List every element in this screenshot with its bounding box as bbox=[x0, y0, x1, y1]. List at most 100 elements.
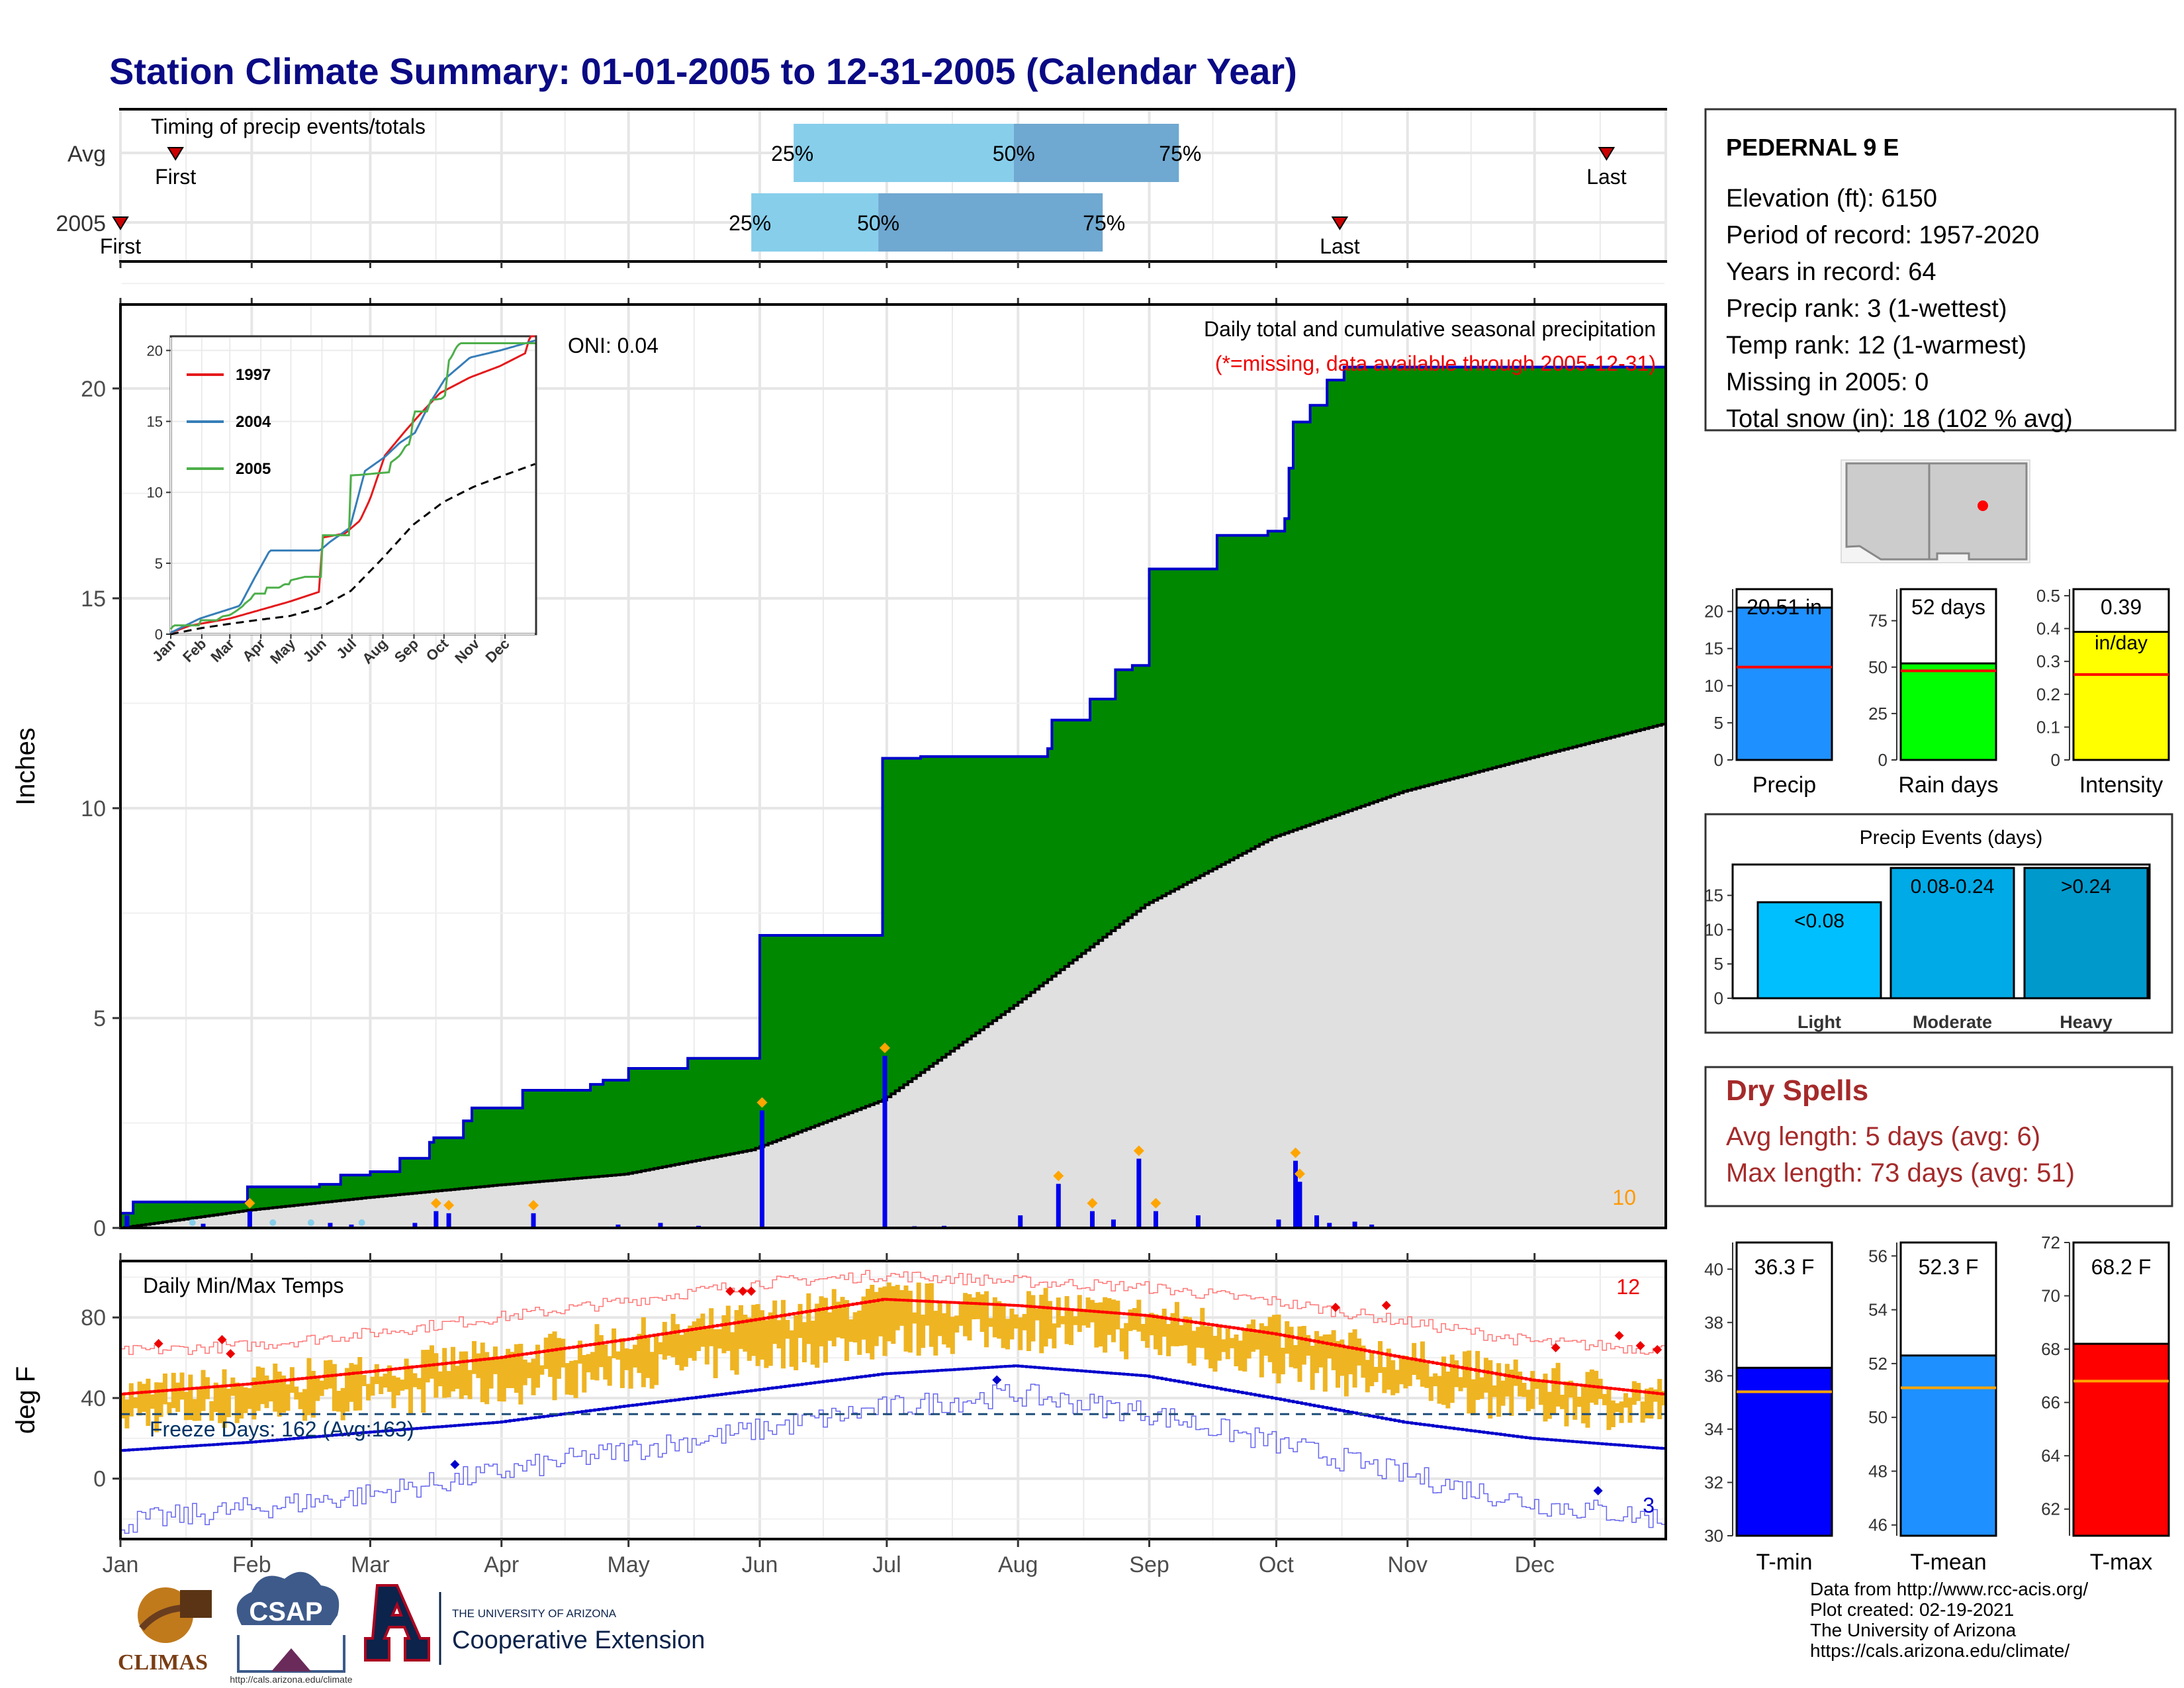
station-info-line: Temp rank: 12 (1-warmest) bbox=[1726, 332, 2026, 359]
daily-temp-bar bbox=[645, 1337, 651, 1378]
csap-logo-text: CSAP bbox=[249, 1597, 322, 1626]
daily-temp-bar bbox=[1471, 1379, 1476, 1416]
record-low-marker bbox=[1593, 1485, 1603, 1495]
daily-temp-bar bbox=[1064, 1295, 1069, 1344]
daily-temp-bar bbox=[561, 1338, 566, 1368]
timing-q50-label: 50% bbox=[993, 142, 1035, 165]
daily-temp-bar bbox=[1513, 1359, 1518, 1386]
temp-bar-y-tick-label: 64 bbox=[2041, 1446, 2060, 1466]
daily-temp-bar bbox=[370, 1376, 375, 1396]
temp-bar-name: T-max bbox=[2090, 1550, 2152, 1575]
daily-temp-bar bbox=[506, 1348, 511, 1388]
summary-y-tick-label: 20 bbox=[1704, 602, 1723, 622]
temp-bar-y-tick-label: 34 bbox=[1704, 1419, 1723, 1439]
daily-temp-bar bbox=[1551, 1368, 1557, 1414]
daily-temp-bar bbox=[1216, 1325, 1222, 1361]
station-location-marker bbox=[1978, 500, 1988, 511]
daily-temp-bar bbox=[1107, 1298, 1112, 1335]
daily-temp-bar bbox=[633, 1344, 638, 1368]
temp-bar-y-tick-label: 52 bbox=[1868, 1354, 1888, 1374]
record-low-marker bbox=[992, 1375, 1002, 1385]
station-info-line: Elevation (ft): 6150 bbox=[1726, 185, 1937, 212]
daily-temp-bar bbox=[141, 1383, 146, 1412]
month-tick-label: May bbox=[608, 1552, 650, 1577]
daily-temp-bar bbox=[514, 1344, 519, 1393]
inset-series-2004 bbox=[170, 339, 535, 634]
temp-bar-y-tick-label: 68 bbox=[2041, 1339, 2060, 1359]
temp-bar-y-tick-label: 54 bbox=[1868, 1300, 1888, 1320]
daily-precip-bar bbox=[349, 1224, 354, 1228]
summary-y-tick-label: 0.3 bbox=[2036, 651, 2060, 671]
daily-temp-bar bbox=[772, 1300, 778, 1344]
daily-temp-bar bbox=[797, 1303, 803, 1338]
record-high-marker bbox=[738, 1286, 748, 1296]
daily-precip-bar bbox=[1352, 1221, 1357, 1228]
daily-precip-bar bbox=[1136, 1158, 1142, 1228]
station-info-box: PEDERNAL 9 E Elevation (ft): 6150 Period … bbox=[1704, 108, 2177, 433]
daily-precip-bar bbox=[201, 1223, 206, 1228]
record-high-marker bbox=[1614, 1331, 1624, 1340]
daily-temp-bar bbox=[662, 1321, 667, 1360]
daily-temp-bar bbox=[942, 1313, 947, 1344]
daily-precip-bar bbox=[1153, 1211, 1158, 1228]
station-info-line: Missing in 2005: 0 bbox=[1726, 369, 1929, 397]
summary-y-tick-label: 25 bbox=[1868, 704, 1888, 724]
daily-temp-bar bbox=[379, 1376, 384, 1395]
daily-temp-bar bbox=[497, 1356, 502, 1401]
daily-temp-bar bbox=[1615, 1403, 1620, 1413]
daily-temp-bar bbox=[1267, 1317, 1273, 1362]
daily-temp-bar bbox=[1437, 1376, 1442, 1404]
temp-bar-name: T-min bbox=[1756, 1550, 1813, 1575]
daily-temp-bar bbox=[340, 1387, 345, 1421]
daily-temp-bar bbox=[670, 1313, 676, 1358]
daily-temp-bar bbox=[387, 1365, 392, 1392]
daily-temp-bar bbox=[700, 1313, 705, 1347]
inset-legend-label: 2004 bbox=[236, 413, 271, 431]
inset-average-line bbox=[170, 463, 536, 635]
daily-temp-bar bbox=[1348, 1333, 1353, 1375]
record-high-marker bbox=[1331, 1303, 1341, 1312]
daily-temp-bar bbox=[988, 1318, 993, 1327]
daily-temp-bar bbox=[408, 1365, 414, 1414]
daily-temp-bar bbox=[764, 1320, 769, 1368]
dry-spells-max: Max length: 73 days (avg: 51) bbox=[1726, 1158, 2075, 1188]
daily-temp-bar bbox=[963, 1293, 968, 1336]
daily-temp-bar bbox=[1454, 1360, 1459, 1387]
temp-y-axis: 0 40 80 bbox=[81, 1305, 120, 1492]
month-tick-label: Aug bbox=[998, 1552, 1038, 1577]
precip-events-chart: Precip Events (days) 0 5 10 15 <0.08 Light 0.08… bbox=[1704, 813, 2173, 1034]
daily-temp-bar bbox=[1191, 1331, 1197, 1366]
daily-temp-bar bbox=[391, 1376, 396, 1409]
daily-temp-bar bbox=[349, 1363, 354, 1402]
daily-temp-bar bbox=[1500, 1380, 1506, 1406]
station-name: PEDERNAL 9 E bbox=[1726, 134, 1899, 161]
daily-temp-bar bbox=[1212, 1335, 1218, 1372]
record-high-marker bbox=[1635, 1340, 1645, 1350]
daily-temp-bar bbox=[531, 1358, 536, 1395]
daily-temp-bar bbox=[1640, 1401, 1645, 1423]
daily-precip-bar bbox=[1293, 1160, 1298, 1228]
precip-panel-frame bbox=[119, 303, 1667, 1229]
daily-temp-bar bbox=[743, 1315, 748, 1352]
daily-precip-bar bbox=[882, 1056, 887, 1228]
daily-temp-bar bbox=[1289, 1327, 1294, 1368]
daily-temp-bar bbox=[848, 1319, 854, 1342]
climas-block-mark bbox=[180, 1590, 212, 1618]
dry-spells-box: Dry Spells Avg length: 5 days (avg: 6) M… bbox=[1704, 1066, 2173, 1207]
daily-temp-bar bbox=[302, 1389, 308, 1421]
timing-q25-label: 25% bbox=[729, 211, 771, 235]
daily-temp-bar bbox=[1009, 1308, 1015, 1340]
daily-temp-bar bbox=[1208, 1326, 1214, 1369]
daily-temp-bar bbox=[751, 1305, 756, 1356]
daily-temp-bar bbox=[319, 1380, 324, 1396]
record-high-marker bbox=[217, 1335, 227, 1344]
daily-temp-bar bbox=[1340, 1339, 1345, 1376]
record-high-marker bbox=[1551, 1342, 1561, 1352]
daily-temp-bar bbox=[201, 1370, 206, 1411]
csap-url: http://cals.arizona.edu/climate bbox=[230, 1674, 352, 1685]
daily-temp-bar bbox=[1619, 1401, 1624, 1423]
temp-bar-y-tick-label: 48 bbox=[1868, 1461, 1888, 1481]
daily-temp-bar bbox=[1403, 1356, 1408, 1389]
daily-temp-bar bbox=[666, 1333, 672, 1356]
daily-temp-bar bbox=[916, 1282, 921, 1356]
